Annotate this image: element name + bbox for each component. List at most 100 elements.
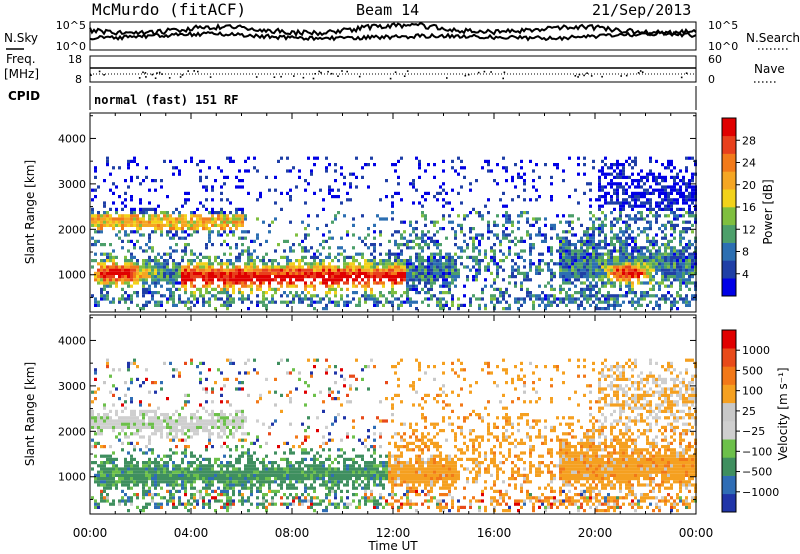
power-cell <box>610 182 613 186</box>
velocity-cell <box>262 499 265 503</box>
power-cell <box>409 233 412 237</box>
power-cell <box>406 262 409 266</box>
power-cell <box>304 281 307 285</box>
power-cell <box>643 227 646 231</box>
power-cell <box>175 217 178 221</box>
velocity-cell <box>91 467 94 471</box>
velocity-cell <box>205 464 208 468</box>
power-cell <box>439 297 442 301</box>
power-cell <box>184 271 187 275</box>
power-cell <box>280 268 283 272</box>
power-cell <box>622 230 625 234</box>
velocity-cell <box>247 448 250 452</box>
velocity-cell <box>229 429 232 433</box>
power-cell <box>610 281 613 285</box>
power-cell <box>193 214 196 218</box>
power-cell <box>97 220 100 224</box>
power-cell <box>616 275 619 279</box>
velocity-cell <box>193 470 196 474</box>
power-cell <box>229 275 232 279</box>
velocity-cell <box>124 493 127 497</box>
power-cell <box>229 281 232 285</box>
power-cell <box>685 281 688 285</box>
power-cell <box>427 259 430 263</box>
power-cell <box>658 182 661 186</box>
power-cell <box>610 179 613 183</box>
power-cell <box>610 268 613 272</box>
velocity-cell <box>196 489 199 493</box>
power-cell <box>160 284 163 288</box>
power-cell <box>418 175 421 179</box>
power-colorbar-tick: 28 <box>742 134 756 147</box>
power-cell <box>574 233 577 237</box>
power-cell <box>352 271 355 275</box>
power-cell <box>121 207 124 211</box>
velocity-cell <box>211 480 214 484</box>
power-cell <box>691 191 694 195</box>
velocity-cell <box>148 467 151 471</box>
power-cell <box>598 255 601 259</box>
power-cell <box>598 204 601 208</box>
power-cell <box>238 220 241 224</box>
power-cell <box>100 294 103 298</box>
power-cell <box>640 249 643 253</box>
power-cell <box>568 243 571 247</box>
velocity-cell <box>169 416 172 420</box>
power-cell <box>394 230 397 234</box>
power-cell <box>583 239 586 243</box>
power-cell <box>271 278 274 282</box>
power-cell <box>406 284 409 288</box>
power-cell <box>619 243 622 247</box>
power-cell <box>685 265 688 269</box>
power-cell <box>673 249 676 253</box>
velocity-cell <box>235 473 238 477</box>
power-cell <box>472 265 475 269</box>
power-cell <box>589 211 592 215</box>
velocity-cell <box>241 454 244 458</box>
velocity-cell <box>214 425 217 429</box>
velocity-cell <box>172 464 175 468</box>
power-cell <box>682 249 685 253</box>
power-cell <box>373 271 376 275</box>
velocity-cell <box>133 422 136 426</box>
velocity-cell <box>253 441 256 445</box>
power-cell <box>601 278 604 282</box>
velocity-cell <box>103 381 106 385</box>
power-cell <box>262 271 265 275</box>
power-cell <box>553 163 556 167</box>
velocity-cell <box>184 448 187 452</box>
power-cell <box>544 239 547 243</box>
velocity-cell <box>190 425 193 429</box>
power-cell <box>640 255 643 259</box>
power-cell <box>595 268 598 272</box>
power-cell <box>331 220 334 224</box>
power-cell <box>373 300 376 304</box>
power-cell <box>139 220 142 224</box>
power-cell <box>643 252 646 256</box>
power-cell <box>232 284 235 288</box>
power-cell <box>94 214 97 218</box>
velocity-cell <box>91 416 94 420</box>
power-cell <box>472 259 475 263</box>
power-cell <box>631 262 634 266</box>
velocity-cell <box>232 473 235 477</box>
power-cell <box>178 220 181 224</box>
velocity-cell <box>124 483 127 487</box>
power-cell <box>157 262 160 266</box>
velocity-cell <box>124 425 127 429</box>
power-cell <box>658 303 661 307</box>
power-cell <box>217 255 220 259</box>
power-cell <box>274 275 277 279</box>
power-cell <box>550 278 553 282</box>
velocity-cell <box>190 419 193 423</box>
velocity-cell <box>235 480 238 484</box>
power-cell <box>604 297 607 301</box>
velocity-cell <box>103 499 106 503</box>
power-cell <box>487 227 490 231</box>
power-cell <box>640 211 643 215</box>
power-cell <box>403 236 406 240</box>
velocity-cell <box>145 451 148 455</box>
power-cell <box>172 233 175 237</box>
velocity-cell <box>106 496 109 500</box>
power-cell <box>622 278 625 282</box>
